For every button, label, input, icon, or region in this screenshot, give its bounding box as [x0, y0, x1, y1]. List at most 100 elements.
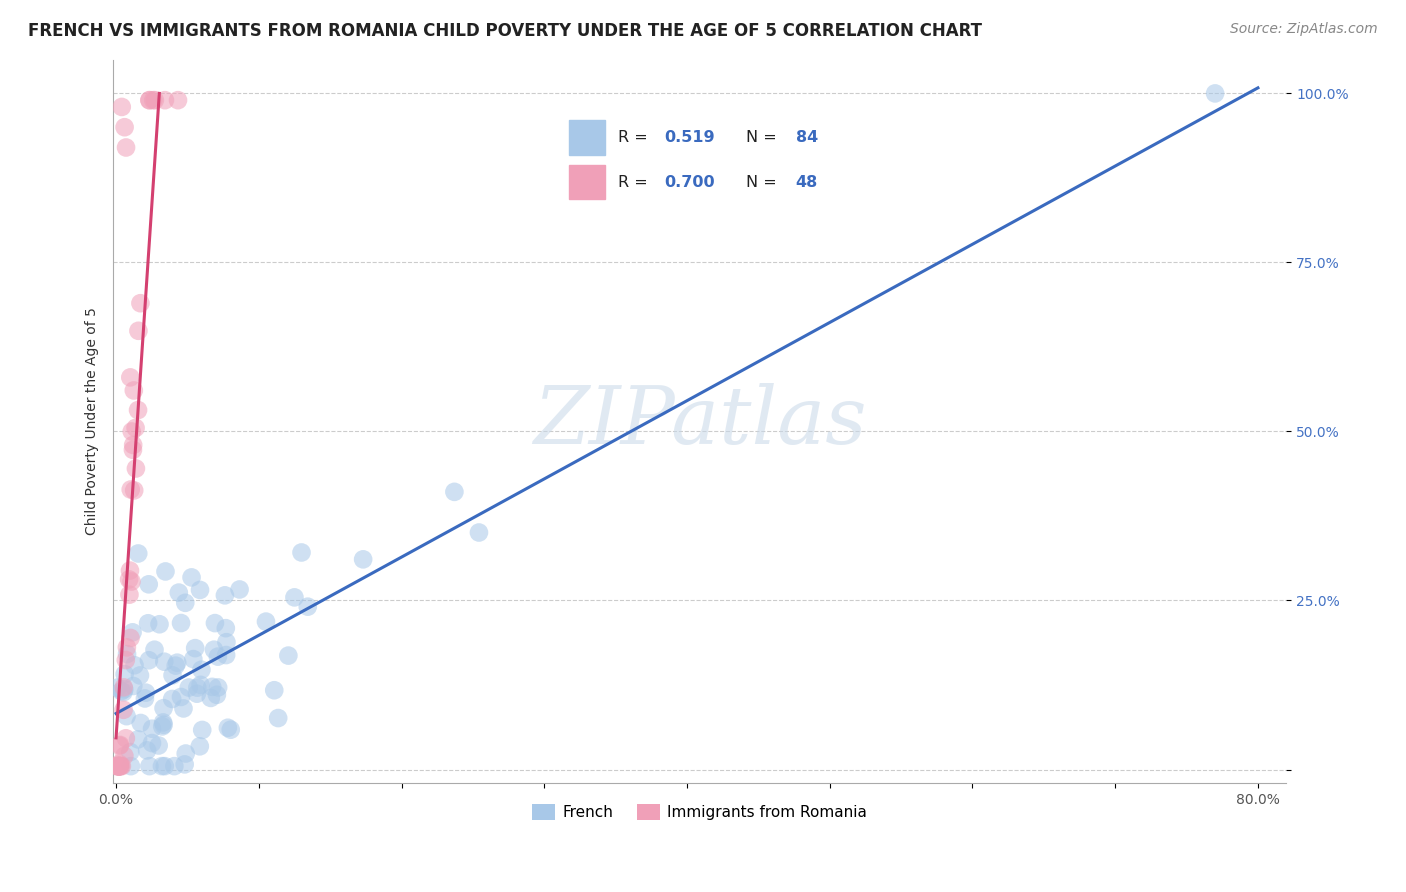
Point — [167, 585, 190, 599]
Point — [191, 723, 214, 737]
Point — [118, 573, 141, 587]
Point — [152, 718, 174, 732]
Point — [129, 668, 152, 682]
Point — [186, 681, 208, 695]
Point — [112, 703, 135, 717]
Point — [108, 759, 131, 773]
Point — [170, 615, 193, 630]
Point — [228, 582, 250, 597]
Point — [108, 738, 131, 752]
Point — [153, 655, 176, 669]
Point — [111, 759, 134, 773]
Point — [105, 759, 128, 773]
Point — [122, 384, 145, 398]
Point — [112, 685, 135, 699]
Point — [127, 546, 149, 560]
Point — [135, 686, 157, 700]
Point — [121, 425, 143, 439]
Point — [217, 721, 239, 735]
Point — [277, 648, 299, 663]
Point — [153, 93, 176, 107]
Point — [118, 588, 141, 602]
Point — [107, 759, 129, 773]
Point — [134, 691, 156, 706]
Point — [155, 565, 177, 579]
Point — [167, 93, 190, 107]
Point — [201, 680, 224, 694]
Point — [110, 684, 132, 698]
Point — [148, 617, 170, 632]
Point — [143, 642, 166, 657]
Point — [120, 745, 142, 759]
Point — [124, 421, 146, 435]
Point — [174, 747, 197, 761]
Point — [200, 690, 222, 705]
Point — [165, 658, 187, 673]
Y-axis label: Child Poverty Under the Age of 5: Child Poverty Under the Age of 5 — [86, 308, 100, 535]
Point — [150, 759, 173, 773]
Point — [115, 640, 138, 655]
Point — [443, 484, 465, 499]
Point — [166, 656, 188, 670]
Point — [108, 756, 131, 771]
Point — [215, 635, 238, 649]
Point — [129, 716, 152, 731]
Point — [127, 324, 149, 338]
Point — [173, 757, 195, 772]
Point — [114, 653, 136, 667]
Point — [207, 649, 229, 664]
Point — [120, 631, 142, 645]
Point — [138, 93, 160, 107]
Point — [114, 120, 136, 135]
Point — [127, 403, 149, 417]
Point — [352, 552, 374, 566]
Point — [163, 759, 186, 773]
Point — [190, 663, 212, 677]
Point — [138, 759, 160, 773]
Point — [108, 759, 131, 773]
Point — [120, 759, 142, 773]
Point — [190, 678, 212, 692]
Point — [214, 588, 236, 602]
Point — [152, 715, 174, 730]
Point — [127, 732, 149, 747]
Point — [115, 140, 138, 154]
Point — [114, 667, 136, 681]
Point — [148, 739, 170, 753]
Point — [297, 599, 319, 614]
Point — [215, 621, 238, 635]
Point — [202, 642, 225, 657]
Point — [152, 701, 174, 715]
Point — [267, 711, 290, 725]
Point — [112, 682, 135, 697]
Point — [115, 709, 138, 723]
Point — [170, 690, 193, 704]
Point — [142, 93, 165, 107]
Point — [107, 759, 129, 773]
Text: FRENCH VS IMMIGRANTS FROM ROMANIA CHILD POVERTY UNDER THE AGE OF 5 CORRELATION C: FRENCH VS IMMIGRANTS FROM ROMANIA CHILD … — [28, 22, 983, 40]
Point — [143, 93, 166, 107]
Point — [118, 564, 141, 578]
Point — [180, 570, 202, 584]
Point — [107, 759, 129, 773]
Point — [141, 736, 163, 750]
Point — [107, 759, 129, 773]
Point — [136, 616, 159, 631]
Point — [120, 370, 142, 384]
Point — [207, 681, 229, 695]
Point — [112, 681, 135, 695]
Text: Source: ZipAtlas.com: Source: ZipAtlas.com — [1230, 22, 1378, 37]
Point — [110, 759, 132, 773]
Point — [141, 722, 163, 736]
Point — [188, 582, 211, 597]
Point — [153, 759, 176, 773]
Point — [122, 438, 145, 452]
Point — [105, 759, 128, 773]
Point — [204, 616, 226, 631]
Point — [162, 668, 184, 682]
Point — [283, 591, 305, 605]
Point — [111, 100, 134, 114]
Point — [177, 681, 200, 695]
Point — [122, 483, 145, 498]
Point — [121, 574, 143, 589]
